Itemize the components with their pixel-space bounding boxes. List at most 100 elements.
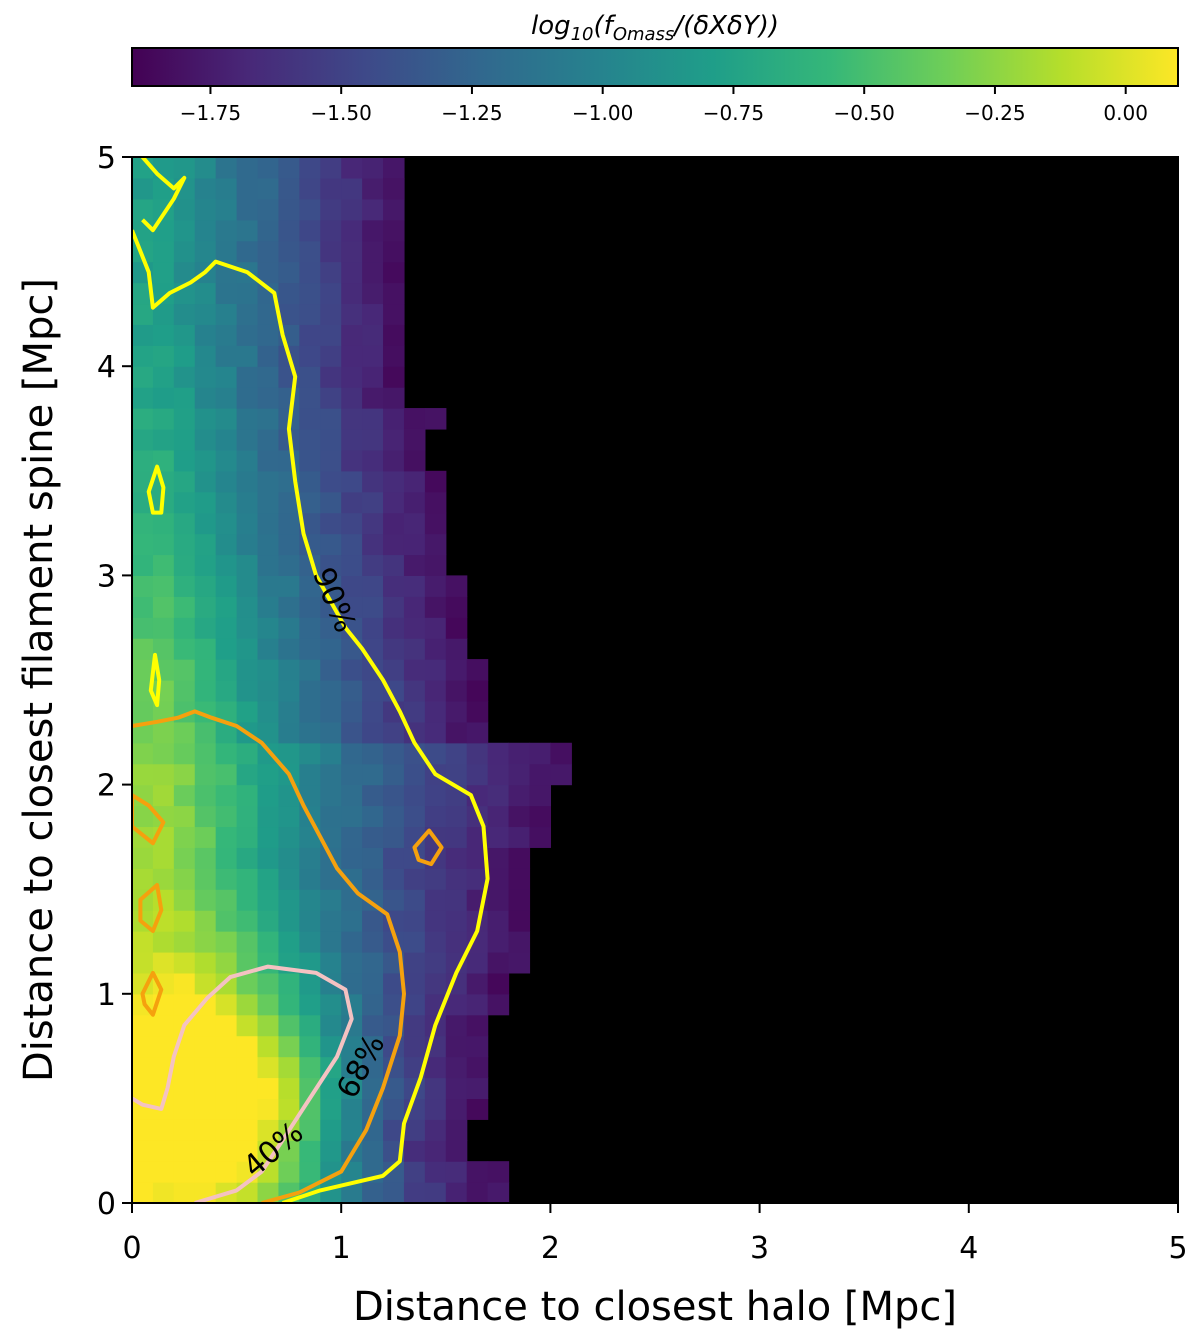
- heatmap-cell: [132, 1182, 154, 1203]
- heatmap-cell: [152, 721, 175, 744]
- heatmap-cell: [362, 449, 384, 472]
- heatmap-cell: [403, 1014, 426, 1037]
- heatmap-cell: [445, 617, 468, 639]
- heatmap-cell: [173, 219, 196, 242]
- heatmap-cell: [403, 638, 426, 660]
- heatmap-cell: [341, 680, 363, 702]
- x-tick-label: 4: [959, 1231, 978, 1266]
- heatmap-cell: [383, 993, 405, 1016]
- heatmap-cell: [278, 512, 300, 535]
- heatmap-cell: [383, 491, 405, 514]
- heatmap-cell: [299, 366, 321, 388]
- heatmap-cell: [236, 931, 259, 953]
- heatmap-cell: [445, 993, 468, 1016]
- heatmap-cell: [320, 408, 342, 430]
- heatmap-cell: [424, 408, 447, 430]
- heatmap-cell: [508, 784, 531, 807]
- heatmap-cell: [403, 680, 426, 702]
- heatmap-cell: [173, 575, 196, 597]
- heatmap-cell: [320, 428, 342, 451]
- heatmap-cell: [236, 1077, 259, 1099]
- heatmap-cell: [341, 449, 363, 472]
- heatmap-cell: [320, 240, 342, 263]
- heatmap-cell: [320, 805, 342, 828]
- heatmap-cell: [236, 617, 259, 639]
- heatmap-cell: [487, 742, 510, 765]
- heatmap-cell: [383, 1098, 405, 1120]
- heatmap-cell: [278, 993, 300, 1016]
- heatmap-cell: [236, 972, 259, 995]
- heatmap-cell: [445, 1077, 468, 1099]
- heatmap-cell: [194, 972, 217, 995]
- heatmap-cell: [299, 303, 321, 325]
- heatmap-cell: [152, 240, 175, 263]
- heatmap-cell: [152, 282, 175, 305]
- heatmap-cell: [257, 157, 280, 179]
- heatmap-cell: [132, 366, 154, 388]
- heatmap-cell: [152, 428, 175, 451]
- heatmap-cell: [445, 700, 468, 723]
- heatmap-cell: [236, 784, 259, 807]
- heatmap-cell: [403, 617, 426, 639]
- heatmap-cell: [362, 1140, 384, 1162]
- heatmap-cell: [362, 826, 384, 848]
- heatmap-cell: [152, 1182, 175, 1203]
- heatmap-cell: [236, 889, 259, 911]
- heatmap-cell: [173, 533, 196, 556]
- heatmap-cell: [194, 512, 217, 535]
- heatmap-cell: [278, 1014, 300, 1037]
- heatmap-cell: [173, 1119, 196, 1141]
- heatmap-cell: [173, 491, 196, 514]
- heatmap-cell: [236, 638, 259, 660]
- heatmap-cell: [341, 157, 363, 179]
- heatmap-cell: [362, 219, 384, 242]
- heatmap-cell: [508, 910, 531, 932]
- heatmap-cell: [194, 1098, 217, 1120]
- heatmap-cell: [194, 449, 217, 472]
- heatmap-cell: [383, 157, 405, 179]
- heatmap-cell: [362, 198, 384, 221]
- heatmap-cell: [320, 659, 342, 681]
- heatmap-cell: [320, 282, 342, 305]
- heatmap-cell: [341, 1077, 363, 1099]
- heatmap-cell: [299, 1161, 321, 1183]
- heatmap-cell: [152, 324, 175, 346]
- heatmap-cell: [132, 659, 154, 681]
- heatmap-cell: [445, 826, 468, 848]
- heatmap-cell: [445, 596, 468, 618]
- colorbar-label-prefix: log: [531, 11, 571, 41]
- heatmap-cell: [215, 784, 238, 807]
- heatmap-cell: [215, 198, 238, 221]
- heatmap-cell: [320, 449, 342, 472]
- heatmap-cell: [445, 575, 468, 597]
- heatmap-cell: [257, 198, 280, 221]
- heatmap-cell: [173, 1077, 196, 1099]
- contour-line: [140, 157, 187, 233]
- colorbar-tick-label: −1.50: [311, 101, 372, 125]
- heatmap-cell: [320, 324, 342, 346]
- heatmap-cell: [278, 805, 300, 828]
- heatmap-cell: [152, 387, 175, 409]
- heatmap-cell: [132, 638, 154, 660]
- heatmap-cell: [236, 533, 259, 556]
- heatmap-cell: [257, 931, 280, 953]
- heatmap-cell: [132, 617, 154, 639]
- heatmap-cell: [132, 931, 154, 953]
- heatmap-cell: [466, 1035, 489, 1058]
- heatmap-cell: [341, 742, 363, 765]
- heatmap-cell: [320, 951, 342, 974]
- colorbar-label-open: (f: [594, 11, 617, 41]
- heatmap-cell: [487, 993, 510, 1016]
- heatmap-cell: [215, 428, 238, 451]
- heatmap-cell: [215, 219, 238, 242]
- heatmap-cell: [215, 638, 238, 660]
- heatmap-cell: [403, 910, 426, 932]
- heatmap-cell: [257, 575, 280, 597]
- heatmap-cell: [236, 282, 259, 305]
- heatmap-cell: [383, 659, 405, 681]
- heatmap-cell: [236, 240, 259, 263]
- heatmap-cell: [236, 1035, 259, 1058]
- heatmap-cell: [215, 847, 238, 869]
- heatmap-cell: [257, 1119, 280, 1141]
- heatmap-cell: [403, 554, 426, 576]
